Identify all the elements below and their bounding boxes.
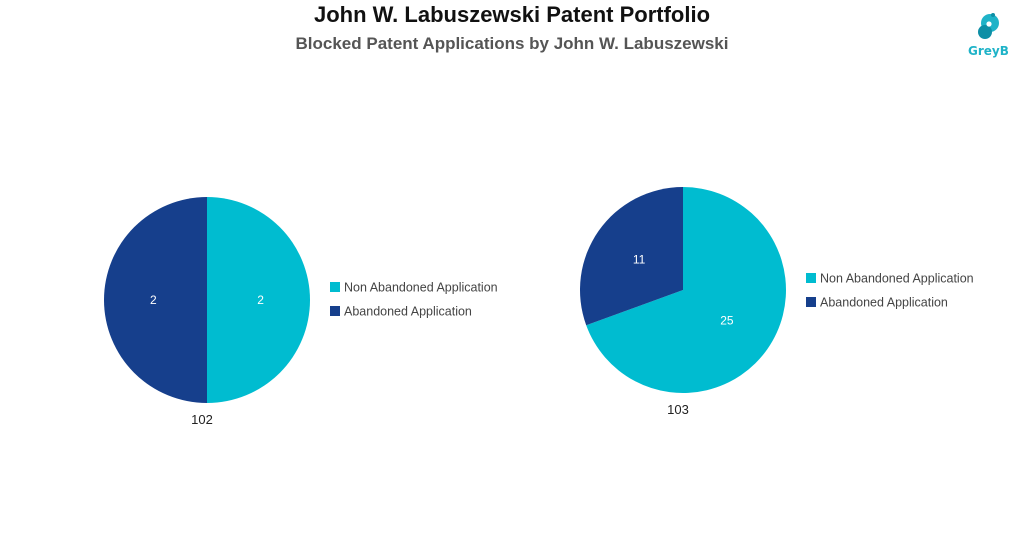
pie-102-slice-0-value: 2: [257, 293, 264, 307]
pie-102-slice-1: [104, 197, 207, 403]
pie-102-label: 102: [191, 412, 213, 427]
pie-103-legend-item-0: Non Abandoned Application: [820, 272, 974, 286]
chart-subtitle: Blocked Patent Applications by John W. L…: [295, 34, 729, 53]
pie-103-legend-swatch-1: [806, 297, 816, 307]
pie-102-slice-0: [207, 197, 310, 403]
chart-title: John W. Labuszewski Patent Portfolio: [313, 2, 711, 27]
pie-103-slice-1: [579, 187, 683, 326]
pie-103-slice-0-value: 25: [720, 314, 734, 328]
pie-102-slice-1-value: 2: [150, 293, 157, 307]
greyb-logo-icon: [978, 13, 999, 39]
pie-102-legend-swatch-1: [330, 306, 340, 316]
pie-102-legend-swatch-0: [330, 282, 340, 292]
pie-102-legend-item-0: Non Abandoned Application: [344, 281, 498, 295]
greyb-logo: GreyB: [968, 10, 1009, 66]
pie-103-label: 103: [667, 402, 689, 417]
pie-103-legend-swatch-0: [806, 273, 816, 283]
pie-102-legend-item-1: Abandoned Application: [344, 305, 472, 319]
pie-103-slice-0: [586, 187, 786, 393]
pie-103-legend-item-1: Abandoned Application: [820, 296, 948, 310]
logo-text: GreyB: [968, 44, 1009, 58]
pie-103-slice-1-value: 11: [633, 252, 646, 266]
